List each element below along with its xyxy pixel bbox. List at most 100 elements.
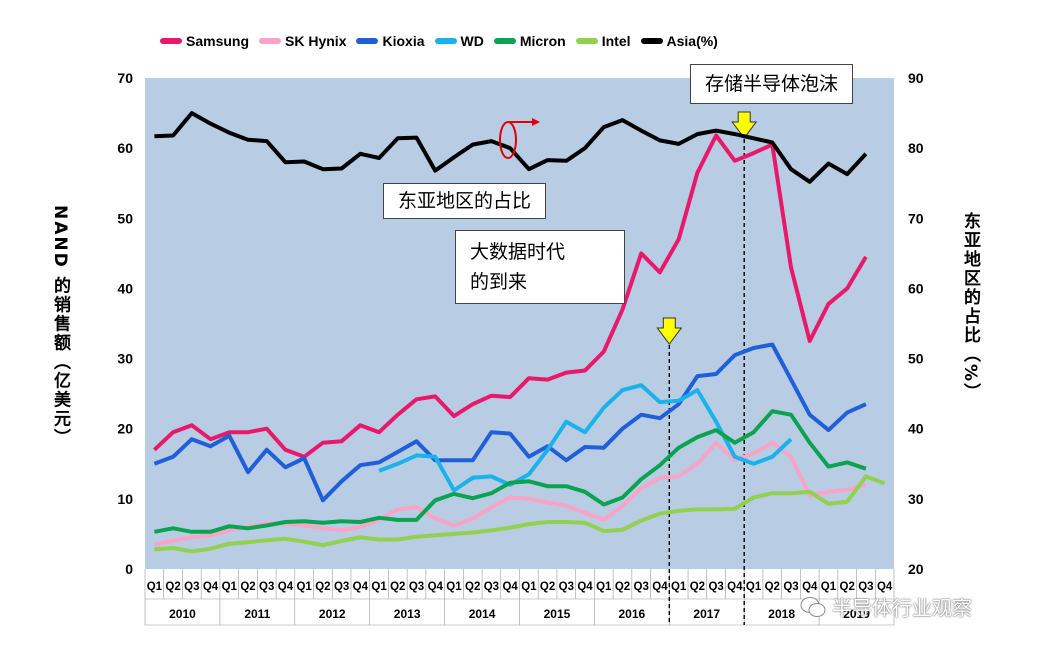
x-axis-grid xyxy=(144,569,895,626)
x-tick-quarter: Q4 xyxy=(428,581,444,593)
legend-label: Intel xyxy=(601,33,631,49)
x-axis-labels: Q1 Q2 Q3 Q4 Q1 Q2 Q3 Q4 Q1 Q2 Q3 Q4 Q1 Q2 Q3 Q4 Q1 Q2 Q3 Q4… xyxy=(147,581,893,621)
x-tick-year: 2017 xyxy=(693,607,720,621)
watermark-text: 半导体行业观察 xyxy=(832,596,972,620)
y-tick-right: 70 xyxy=(908,210,924,226)
x-tick-year: 2010 xyxy=(169,607,196,621)
x-tick-quarter: Q3 xyxy=(708,581,723,593)
legend-swatch xyxy=(356,38,379,44)
legend: Samsung SK Hynix Kioxia WD Micron Intel Asia(%… xyxy=(160,33,718,49)
legend-item: Samsung xyxy=(160,33,249,49)
x-tick-quarter: Q1 xyxy=(671,581,687,593)
x-tick-quarter: Q1 xyxy=(147,581,163,593)
x-tick-quarter: Q1 xyxy=(371,581,387,593)
y-tick-right: 40 xyxy=(908,421,924,437)
y-tick-right: 80 xyxy=(908,140,924,156)
x-tick-year: 2016 xyxy=(618,607,645,621)
series-layer xyxy=(153,111,886,554)
y-tick-right: 30 xyxy=(908,491,924,507)
legend-label: Asia(%) xyxy=(666,33,718,49)
x-tick-quarter: Q2 xyxy=(465,581,480,593)
event-markers xyxy=(656,111,758,625)
x-tick-quarter: Q2 xyxy=(165,581,180,593)
right-axis-arrow xyxy=(499,118,540,159)
y-tick-left: 40 xyxy=(117,280,133,296)
legend-swatch xyxy=(640,38,663,44)
x-tick-quarter: Q3 xyxy=(858,581,873,593)
x-tick-quarter: Q1 xyxy=(296,581,312,593)
legend-swatch xyxy=(575,38,598,44)
legend-label: Kioxia xyxy=(382,33,425,49)
x-tick-quarter: Q1 xyxy=(746,581,762,593)
x-tick-quarter: Q4 xyxy=(278,581,294,593)
x-tick-quarter: Q4 xyxy=(203,581,219,593)
legend-label: Samsung xyxy=(186,33,250,49)
legend-swatch xyxy=(493,38,516,44)
legend-item: Asia(%) xyxy=(640,33,718,49)
x-tick-quarter: Q3 xyxy=(334,581,349,593)
series-line-kioxia xyxy=(153,342,867,503)
x-tick-quarter: Q2 xyxy=(690,581,705,593)
x-tick-quarter: Q2 xyxy=(840,581,855,593)
y-tick-right: 60 xyxy=(908,280,924,296)
right-axis-ticks: 20 30 40 50 60 70 80 90 xyxy=(908,70,924,577)
legend-label: Micron xyxy=(519,33,566,49)
x-tick-quarter: Q3 xyxy=(783,581,798,593)
legend-item: SK Hynix xyxy=(259,33,346,49)
y-tick-right: 50 xyxy=(908,351,924,367)
annotation-memory-bubble: 存储半导体泡沫 xyxy=(690,64,854,104)
y-tick-right: 20 xyxy=(908,561,924,577)
x-tick-quarter: Q2 xyxy=(390,581,405,593)
y-axis-title-left: NAND 的销售额（亿美元） xyxy=(50,205,70,448)
series-line-micron xyxy=(154,409,867,534)
x-tick-year: 2012 xyxy=(319,607,346,621)
y-tick-left: 20 xyxy=(117,421,133,437)
x-tick-year: 2018 xyxy=(768,607,795,621)
legend-swatch xyxy=(160,38,182,44)
x-tick-quarter: Q3 xyxy=(259,581,274,593)
legend-label: SK Hynix xyxy=(285,33,347,49)
arrow-head xyxy=(532,118,540,126)
x-tick-quarter: Q1 xyxy=(821,581,837,593)
y-tick-left: 10 xyxy=(117,491,133,507)
legend-swatch xyxy=(259,38,282,44)
series-line-samsung xyxy=(153,133,868,459)
x-tick-quarter: Q4 xyxy=(502,581,518,593)
x-tick-quarter: Q4 xyxy=(727,581,743,593)
x-tick-quarter: Q2 xyxy=(240,581,255,593)
x-tick-quarter: Q3 xyxy=(634,581,649,593)
annotation-asia-share: 东亚地区的占比 xyxy=(383,183,547,219)
x-tick-quarter: Q2 xyxy=(615,581,630,593)
x-tick-quarter: Q1 xyxy=(596,581,612,593)
x-tick-quarter: Q3 xyxy=(184,581,199,593)
plot-background xyxy=(145,78,894,569)
legend-label: WD xyxy=(460,33,484,49)
x-tick-quarter: Q4 xyxy=(353,581,369,593)
series-line-intel xyxy=(154,474,886,554)
event-marker-arrow xyxy=(731,111,758,139)
x-tick-quarter: Q3 xyxy=(559,581,574,593)
watermark: 半导体行业观察 xyxy=(800,592,972,621)
series-line-asia xyxy=(154,111,868,184)
x-tick-quarter: Q4 xyxy=(652,581,668,593)
legend-swatch xyxy=(434,38,457,44)
x-tick-quarter: Q1 xyxy=(521,581,537,593)
x-tick-year: 2013 xyxy=(394,607,421,621)
y-tick-left: 0 xyxy=(125,561,133,577)
x-tick-quarter: Q3 xyxy=(409,581,424,593)
x-tick-quarter: Q2 xyxy=(315,581,330,593)
x-tick-quarter: Q1 xyxy=(222,581,238,593)
x-tick-quarter: Q2 xyxy=(540,581,555,593)
legend-item: Kioxia xyxy=(356,33,425,49)
y-axis-title-right: 东亚地区的占比（%） xyxy=(960,212,980,403)
x-tick-quarter: Q2 xyxy=(765,581,780,593)
x-tick-year: 2015 xyxy=(544,607,571,621)
x-tick-quarter: Q3 xyxy=(484,581,499,593)
y-tick-right: 90 xyxy=(908,70,924,86)
legend-item: Micron xyxy=(493,33,566,49)
wechat-icon xyxy=(800,596,826,617)
x-tick-year: 2014 xyxy=(469,607,496,621)
x-tick-year: 2011 xyxy=(244,607,270,621)
x-tick-year: 2019 xyxy=(843,607,870,621)
